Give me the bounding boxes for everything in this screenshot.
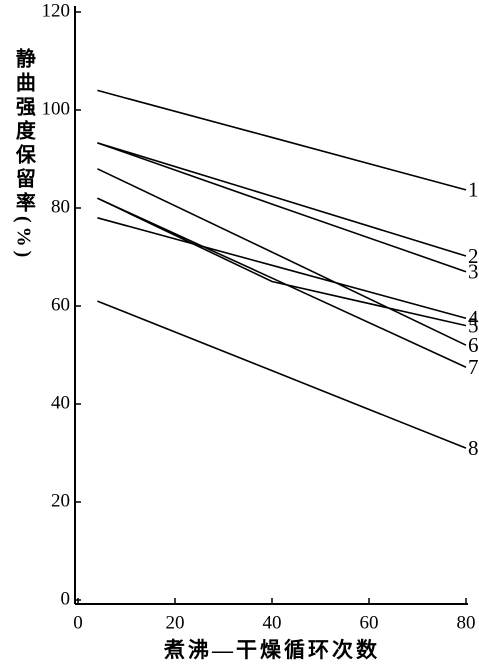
series-line	[97, 300, 467, 449]
series-line	[97, 197, 467, 327]
x-tick-label: 80	[457, 612, 476, 633]
y-tick-label: 60	[51, 294, 70, 315]
y-tick-label: 80	[51, 196, 70, 217]
x-tick-label: 20	[166, 612, 185, 633]
y-axis-label: 静曲强度保留率(%)	[12, 47, 36, 262]
x-tick-label: 0	[73, 612, 83, 633]
series-label: 4	[468, 306, 479, 330]
series-line	[97, 217, 467, 320]
series-line	[97, 142, 467, 273]
y-tick-label: 100	[42, 98, 71, 119]
series-line	[97, 89, 467, 191]
series-line	[97, 197, 467, 368]
series-line	[97, 168, 467, 346]
x-axis-label: 煮沸—干燥循环次数	[163, 638, 380, 662]
y-tick-label: 20	[51, 490, 70, 511]
x-tick-label: 40	[263, 612, 282, 633]
series-label: 5	[468, 313, 479, 337]
series-label: 3	[468, 260, 479, 284]
series-label: 6	[468, 333, 479, 357]
series-label: 2	[468, 244, 479, 268]
series-label: 8	[468, 436, 479, 460]
x-tick-label: 60	[360, 612, 379, 633]
series-label: 7	[468, 355, 479, 379]
series-label: 1	[468, 178, 479, 202]
y-tick-label: 120	[42, 0, 71, 21]
y-tick-label: 0	[61, 588, 71, 609]
y-tick-label: 40	[51, 392, 70, 413]
series-line	[97, 142, 467, 257]
